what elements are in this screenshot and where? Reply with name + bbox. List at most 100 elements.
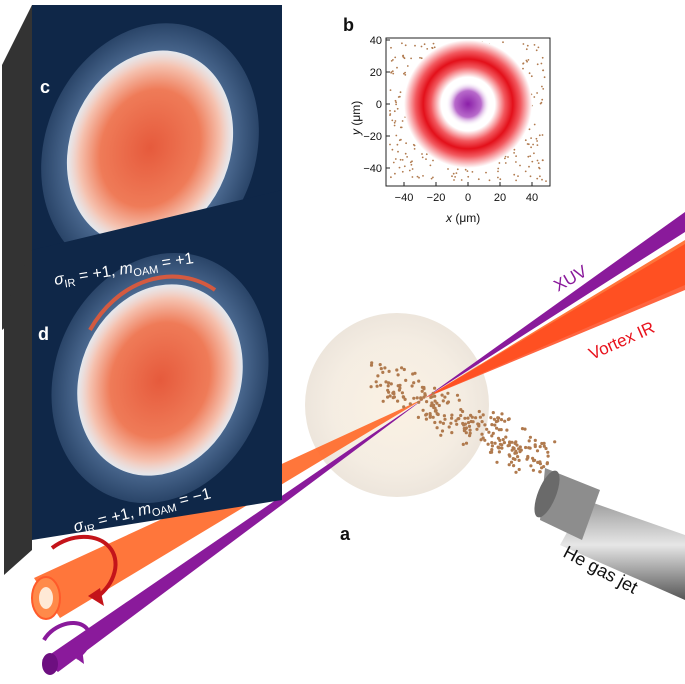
- inset-dot: [393, 124, 396, 127]
- inset-dot: [396, 66, 398, 69]
- inset-dot: [397, 150, 399, 153]
- electron-dot: [516, 455, 520, 459]
- electron-dot: [528, 435, 533, 439]
- electron-dot: [424, 417, 428, 421]
- electron-dot: [498, 442, 502, 446]
- inset-dot: [410, 57, 412, 60]
- electron-dot: [515, 443, 519, 447]
- inset-dot: [543, 76, 546, 79]
- electron-dot: [542, 444, 546, 448]
- inset-dot: [399, 158, 402, 161]
- inset-dot: [400, 126, 403, 129]
- inset-dot: [498, 162, 501, 164]
- inset-dot: [536, 140, 538, 142]
- inset-dot: [392, 161, 395, 164]
- electron-dot: [402, 395, 406, 399]
- electron-dot: [506, 417, 510, 422]
- electron-dot: [425, 412, 429, 416]
- inset-dot: [507, 156, 509, 158]
- inset-dot: [529, 175, 532, 178]
- inset-dot: [533, 96, 536, 98]
- electron-dot: [369, 363, 374, 367]
- electron-dot: [545, 462, 549, 466]
- inset-dot: [394, 99, 397, 102]
- inset-dot: [394, 172, 396, 175]
- inset-dot: [418, 176, 420, 179]
- inset-dot: [416, 175, 419, 178]
- inset-dot: [542, 69, 545, 72]
- inset-dot: [451, 175, 453, 178]
- electron-dot: [370, 361, 374, 365]
- inset-dot: [391, 70, 394, 73]
- electron-dot: [438, 420, 442, 424]
- inset-dot: [409, 161, 412, 164]
- inset-dot: [411, 160, 413, 163]
- inset-dot: [423, 43, 426, 46]
- inset-dot: [530, 137, 532, 140]
- electron-dot: [456, 417, 460, 421]
- inset-dot: [528, 128, 531, 131]
- electron-dot: [436, 412, 440, 416]
- electron-dot: [432, 403, 436, 407]
- inset-dot: [513, 148, 516, 151]
- electron-dot: [497, 450, 501, 454]
- electron-dot: [531, 468, 536, 472]
- inset-dot: [542, 88, 545, 90]
- electron-dot: [501, 438, 505, 442]
- inset-dot: [497, 176, 499, 179]
- inset-dot: [535, 137, 538, 140]
- electron-dot: [496, 436, 501, 440]
- electron-dot: [463, 416, 467, 420]
- electron-dot: [538, 462, 543, 466]
- inset-dot: [394, 120, 397, 122]
- electron-dot: [435, 426, 439, 430]
- inset-dot: [420, 57, 423, 60]
- inset-dot: [488, 179, 491, 182]
- electron-dot: [432, 405, 436, 410]
- inset-dot: [541, 98, 544, 101]
- electron-dot: [387, 381, 391, 385]
- inset-ytick-label: −20: [363, 131, 382, 143]
- electron-dot: [422, 385, 426, 390]
- electron-dot: [500, 446, 504, 450]
- inset-dot: [410, 163, 413, 166]
- inset-dot: [411, 168, 414, 170]
- inset-dot: [540, 62, 543, 65]
- electron-dot: [490, 423, 494, 427]
- electron-dot: [420, 389, 424, 393]
- electron-dot: [514, 470, 518, 474]
- inset-dot: [433, 46, 436, 49]
- inset-dot: [532, 143, 534, 146]
- inset-dot: [539, 102, 542, 105]
- electron-dot: [517, 467, 521, 472]
- electron-dot: [375, 384, 379, 388]
- electron-dot: [429, 395, 433, 399]
- electron-dot: [398, 383, 402, 387]
- inset-dot: [401, 170, 404, 173]
- inset-dot: [404, 74, 407, 76]
- electron-dot: [490, 448, 494, 452]
- inset-dot: [537, 162, 540, 165]
- inset-dot: [456, 168, 459, 171]
- electron-dot: [450, 431, 454, 435]
- electron-dot: [492, 417, 496, 421]
- electron-dot: [536, 460, 540, 464]
- panel-c-caption: σIR = +1, mOAM = +1: [53, 250, 195, 292]
- inset-dot: [539, 175, 541, 178]
- electron-dot: [468, 434, 472, 438]
- electron-dot: [419, 396, 423, 400]
- electron-dot: [402, 367, 406, 372]
- inset-dot: [421, 156, 424, 159]
- electron-dot: [491, 411, 495, 415]
- electron-dot: [489, 416, 493, 420]
- electron-dot: [490, 441, 494, 445]
- inset-dot: [528, 72, 531, 75]
- electron-dot: [391, 391, 395, 395]
- electron-dot: [443, 417, 447, 421]
- inset-dot: [406, 156, 408, 158]
- inset-dot: [404, 44, 407, 47]
- electron-dot: [477, 409, 481, 414]
- inset-dot: [412, 143, 415, 146]
